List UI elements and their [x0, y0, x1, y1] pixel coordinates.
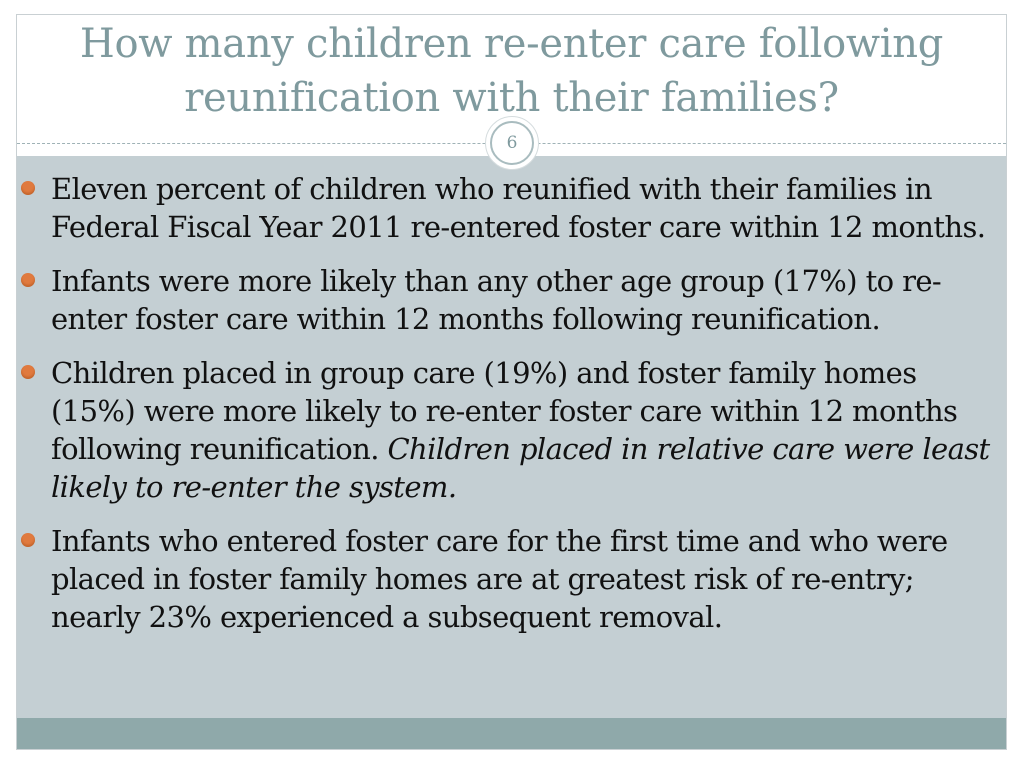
bullet-item: Infants were more likely than any other … [17, 262, 1006, 338]
content-background [17, 156, 1006, 718]
bullet-icon [21, 273, 35, 287]
bullet-text: Eleven percent of children who reunified… [51, 172, 986, 244]
bullet-text: Infants who entered foster care for the … [51, 524, 948, 634]
bullet-text: Infants were more likely than any other … [51, 264, 942, 336]
bullet-italic-text: Children placed in relative care were le… [51, 432, 990, 504]
bullet-icon [21, 365, 35, 379]
slide-title: How many children re-enter care followin… [79, 21, 944, 121]
bullet-icon [21, 181, 35, 195]
slide: How many children re-enter care followin… [16, 14, 1007, 750]
bullet-item: Children placed in group care (19%) and … [17, 354, 1006, 506]
bullet-icon [21, 533, 35, 547]
footer-band [17, 718, 1006, 749]
slide-number-badge: 6 [485, 116, 539, 170]
bullet-item: Eleven percent of children who reunified… [17, 170, 1006, 246]
bullet-text: Children placed in group care (19%) and … [51, 356, 958, 466]
bullet-list: Eleven percent of children who reunified… [17, 170, 1006, 652]
bullet-item: Infants who entered foster care for the … [17, 522, 1006, 636]
slide-number: 6 [490, 121, 534, 165]
